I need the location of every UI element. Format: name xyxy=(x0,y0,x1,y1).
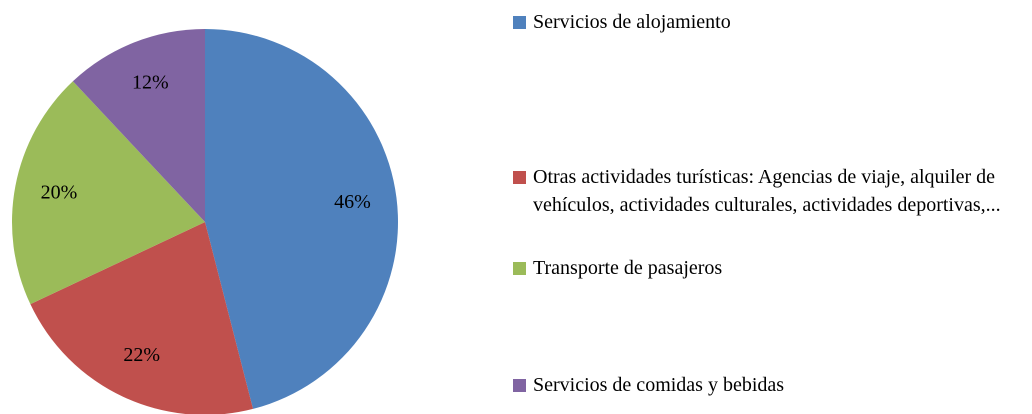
legend-label: Otras actividades turísticas: Agencias d… xyxy=(533,166,1001,216)
legend-item: Servicios de comidas y bebidas xyxy=(513,371,1023,399)
pie-slice xyxy=(11,81,205,305)
data-label: 12% xyxy=(132,71,169,93)
data-label: 20% xyxy=(41,182,78,204)
pie-slice xyxy=(205,29,398,409)
legend-item: Transporte de pasajeros xyxy=(513,254,1023,282)
legend-label: Servicios de comidas y bebidas xyxy=(533,374,785,396)
legend-item: Otras actividades turísticas: Agencias d… xyxy=(513,163,1023,219)
legend-swatch xyxy=(513,171,526,184)
legend-swatch xyxy=(513,16,526,29)
legend-swatch xyxy=(513,379,526,392)
legend-swatch xyxy=(513,262,526,275)
data-label: 46% xyxy=(334,191,371,213)
pie-slice xyxy=(30,222,253,414)
legend-label: Servicios de alojamiento xyxy=(533,11,731,33)
chart: 46% 22% 20% 12% xyxy=(11,29,398,414)
data-label: 22% xyxy=(123,344,160,366)
legend-item: Servicios de alojamiento xyxy=(513,8,1023,36)
pie-slice xyxy=(72,29,205,222)
legend-label: Transporte de pasajeros xyxy=(533,257,723,279)
